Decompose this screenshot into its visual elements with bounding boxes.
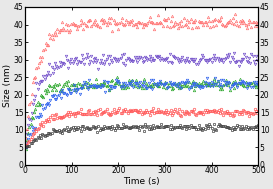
X-axis label: Time (s): Time (s) (123, 177, 160, 186)
Y-axis label: Size (nm): Size (nm) (4, 64, 13, 107)
